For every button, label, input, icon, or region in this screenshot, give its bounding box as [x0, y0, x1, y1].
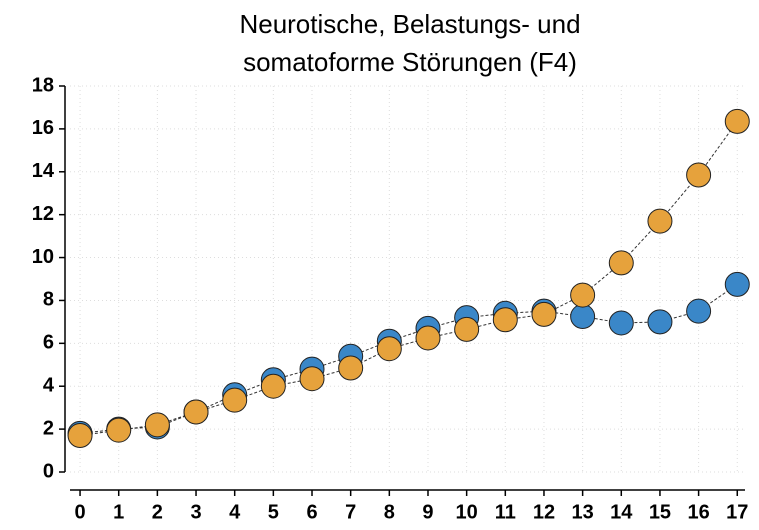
x-tick-label: 9: [422, 501, 433, 523]
chart-title: somatoforme Störungen (F4): [243, 47, 577, 77]
data-point: [647, 208, 673, 234]
data-point: [531, 301, 557, 327]
y-tick-label: 10: [32, 246, 54, 268]
x-tick-label: 3: [190, 501, 201, 523]
x-tick-label: 13: [572, 501, 594, 523]
data-point: [222, 387, 248, 413]
data-point: [647, 309, 673, 335]
y-tick-label: 4: [43, 375, 55, 397]
y-tick-label: 16: [32, 117, 54, 139]
data-point: [144, 412, 170, 438]
data-point: [183, 399, 209, 425]
x-tick-label: 1: [113, 501, 124, 523]
y-tick-label: 6: [43, 332, 54, 354]
x-tick-label: 14: [610, 501, 633, 523]
data-point: [415, 325, 441, 351]
y-tick-label: 2: [43, 417, 54, 439]
series-line: [79, 283, 738, 434]
y-tick-label: 12: [32, 203, 54, 225]
data-point: [686, 162, 712, 188]
x-tick-label: 4: [229, 501, 241, 523]
data-point: [570, 282, 596, 308]
data-point: [608, 310, 634, 336]
data-point: [299, 366, 325, 392]
data-point: [260, 373, 286, 399]
data-point: [106, 417, 132, 443]
data-point: [724, 108, 750, 134]
data-point: [724, 271, 750, 297]
x-tick-label: 5: [268, 501, 279, 523]
x-tick-label: 12: [533, 501, 555, 523]
data-point: [67, 423, 93, 449]
data-point: [686, 298, 712, 324]
data-point: [608, 250, 634, 276]
x-tick-label: 15: [649, 501, 671, 523]
x-tick-label: 7: [345, 501, 356, 523]
y-tick-label: 8: [43, 289, 54, 311]
data-point: [338, 355, 364, 381]
y-tick-label: 0: [43, 460, 54, 482]
data-point: [570, 304, 596, 330]
x-tick-label: 10: [456, 501, 478, 523]
x-tick-label: 17: [726, 501, 748, 523]
x-tick-label: 16: [687, 501, 709, 523]
data-point: [492, 307, 518, 333]
x-tick-label: 2: [152, 501, 163, 523]
data-point: [376, 336, 402, 362]
x-tick-label: 6: [306, 501, 317, 523]
x-tick-label: 11: [495, 501, 516, 523]
data-point: [454, 316, 480, 342]
y-tick-label: 14: [32, 160, 55, 182]
x-tick-label: 0: [74, 501, 85, 523]
x-tick-label: 8: [384, 501, 395, 523]
y-tick-label: 18: [32, 74, 54, 96]
chart-title: Neurotische, Belastungs- und: [239, 9, 580, 39]
series-line: [79, 121, 738, 437]
